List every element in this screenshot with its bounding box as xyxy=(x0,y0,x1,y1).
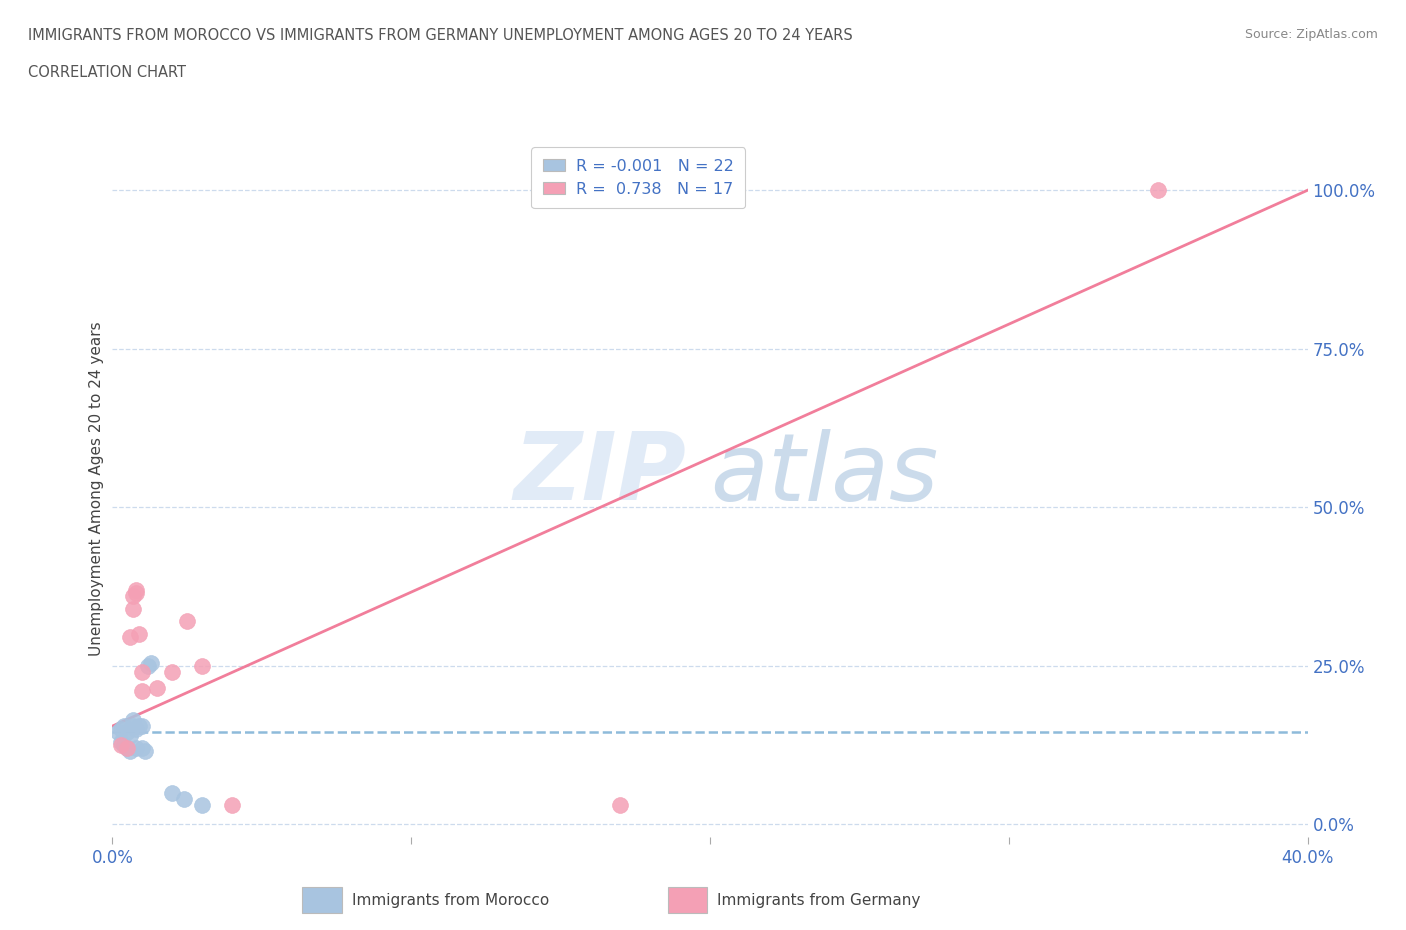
Point xyxy=(146,681,169,696)
Point xyxy=(134,744,156,759)
Point xyxy=(176,614,198,629)
Point xyxy=(141,656,163,671)
Point xyxy=(120,630,142,644)
Point xyxy=(120,728,142,743)
Point xyxy=(131,684,153,698)
Point xyxy=(117,741,139,756)
Point xyxy=(107,725,129,740)
Point xyxy=(114,737,135,752)
Point xyxy=(131,665,153,680)
Text: Immigrants from Germany: Immigrants from Germany xyxy=(717,893,921,908)
Point xyxy=(191,658,214,673)
Point xyxy=(110,735,132,750)
Point xyxy=(110,722,132,737)
Text: CORRELATION CHART: CORRELATION CHART xyxy=(28,65,186,80)
Point xyxy=(162,785,183,800)
Text: ZIP: ZIP xyxy=(513,429,686,520)
Point xyxy=(120,744,142,759)
Point xyxy=(110,737,132,752)
Point xyxy=(125,722,148,737)
Point xyxy=(122,589,145,604)
Point xyxy=(131,719,153,734)
Point xyxy=(122,712,145,727)
Point xyxy=(125,741,148,756)
Point xyxy=(114,719,135,734)
Y-axis label: Unemployment Among Ages 20 to 24 years: Unemployment Among Ages 20 to 24 years xyxy=(89,321,104,656)
Point xyxy=(162,665,183,680)
Point xyxy=(1147,183,1170,198)
Point xyxy=(131,741,153,756)
Point xyxy=(173,791,195,806)
Point xyxy=(221,798,243,813)
Text: Immigrants from Morocco: Immigrants from Morocco xyxy=(352,893,548,908)
Point xyxy=(122,602,145,617)
Point xyxy=(125,586,148,601)
Point xyxy=(138,658,160,673)
Point xyxy=(191,798,214,813)
Text: Source: ZipAtlas.com: Source: ZipAtlas.com xyxy=(1244,28,1378,41)
Point xyxy=(117,725,139,740)
Point xyxy=(125,582,148,597)
Legend: R = -0.001   N = 22, R =  0.738   N = 17: R = -0.001 N = 22, R = 0.738 N = 17 xyxy=(531,148,745,207)
Point xyxy=(128,719,150,734)
Point xyxy=(128,627,150,642)
Text: IMMIGRANTS FROM MOROCCO VS IMMIGRANTS FROM GERMANY UNEMPLOYMENT AMONG AGES 20 TO: IMMIGRANTS FROM MOROCCO VS IMMIGRANTS FR… xyxy=(28,28,853,43)
Point xyxy=(117,741,139,756)
Point xyxy=(609,798,631,813)
Point xyxy=(122,719,145,734)
Text: atlas: atlas xyxy=(710,429,938,520)
